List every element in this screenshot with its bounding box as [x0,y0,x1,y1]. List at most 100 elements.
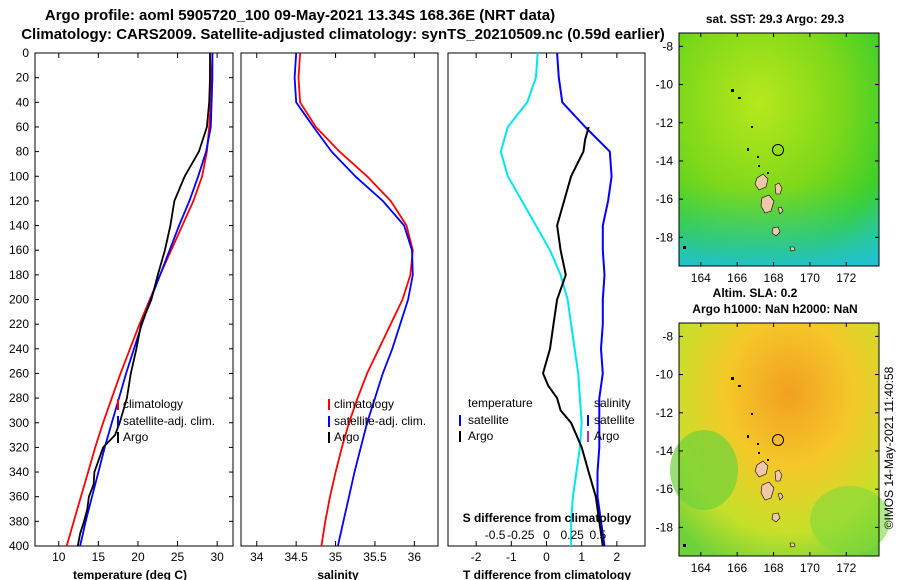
map-x-tick-label: 168 [764,561,784,575]
sla-map-frame [678,322,880,557]
y-tick-label: 260 [9,366,29,380]
legend-climatology-label: climatology [334,397,394,411]
difference-legend: temperature satellite Argo salinity sate… [459,396,635,443]
map-y-tick-label: -12 [656,116,674,130]
small-islets [683,377,769,547]
figure-title-line1: Argo profile: aoml 5905720_100 09-May-20… [45,7,555,24]
x2-tick-label: 0 [543,528,550,542]
figure-title-line2: Climatology: CARS2009. Satellite-adjuste… [21,26,665,43]
x-tick-label: 35 [329,550,343,564]
x2-tick-label: 0.5 [590,528,607,542]
series-line-s-argo-diff [499,52,583,546]
salinity-xlabel: salinity [317,568,359,580]
island-shapes [754,460,796,548]
sst-field-shade [679,33,879,266]
x-tick-label: -2 [471,550,482,564]
argo-location-marker [772,144,784,156]
sla-map: Altim. SLA: 0.2 Argo h1000: NaN h2000: N… [656,286,890,575]
sla-low-region [810,486,890,554]
sla-low-region [670,430,738,510]
series-line-satellite-adj-clim- [293,52,414,547]
x-tick-label: 34 [250,550,264,564]
small-islets [683,89,769,249]
imos-credit: ©IMOS 14-May-2021 11:40:58 [882,366,896,529]
y-tick-label: 240 [9,342,29,356]
map-y-tick-label: -10 [656,78,674,92]
y-tick-label: 0 [22,46,29,60]
x-tick-label: 2 [614,550,621,564]
y-tick-label: 400 [9,539,29,553]
y-tick-label: 180 [9,268,29,282]
map-x-tick-label: 170 [800,561,820,575]
map-x-tick-label: 168 [764,271,784,285]
map-y-tick-label: -12 [656,406,674,420]
x-tick-label: 1 [578,550,585,564]
difference-axes-frame [447,52,646,547]
map-y-tick-label: -18 [656,520,674,534]
x-tick-label: 35.5 [363,550,387,564]
legend-satellite-label: satellite-adj. clim. [334,414,426,428]
x-tick-label: 10 [52,550,66,564]
difference-panel: -2 -1 0 1 2 S difference from climatology -0… [447,52,646,580]
map-x-tick-label: 164 [691,271,711,285]
legend-salinity-title: salinity [594,396,631,410]
map-y-tick-label: -14 [656,154,674,168]
legend-t-argo-label: Argo [468,429,494,443]
map-y-tick-label: -14 [656,444,674,458]
sst-map-title: sat. SST: 29.3 Argo: 29.3 [706,12,845,26]
map-y-tick-label: -16 [656,482,674,496]
legend-argo-label: Argo [334,430,360,444]
map-x-tick-label: 164 [691,561,711,575]
y-tick-label: 340 [9,465,29,479]
map-y-tick-label: -16 [656,192,674,206]
map-y-tick-label: -18 [656,230,674,244]
map-x-tick-label: 172 [836,561,856,575]
y-tick-label: 80 [16,145,30,159]
legend-s-satellite-label: satellite [594,413,635,427]
y-tick-label: 20 [16,71,30,85]
y-tick-label: 40 [16,95,30,109]
legend-t-satellite-label: satellite [468,413,509,427]
salinity-axes-frame [240,52,439,547]
x-tick-label: 0 [543,550,550,564]
s-difference-xlabel: S difference from climatology [463,511,632,525]
x-tick-label: 20 [131,550,145,564]
island-shapes [754,173,796,252]
x-tick-label: 34.5 [284,550,308,564]
sla-map-title-line2: Argo h1000: NaN h2000: NaN [692,302,857,316]
map-y-tick-label: -8 [662,39,673,53]
y-tick-label: 160 [9,243,29,257]
sst-map: sat. SST: 29.3 Argo: 29.3 164 166 168 170 17… [656,12,880,285]
y-tick-label: 380 [9,514,29,528]
x2-tick-label: -0.5 [485,528,506,542]
y-tick-label: 360 [9,490,29,504]
x-tick-label: 36 [408,550,422,564]
salinity-panel: 34 34.5 35 35.5 36 salinity climatology sate… [240,52,439,580]
legend-temperature-title: temperature [468,396,533,410]
y-tick-label: 60 [16,120,30,134]
x-tick-label: 15 [92,550,106,564]
temperature-legend: climatology satellite-adj. clim. Argo [117,397,215,444]
x-tick-label: -1 [506,550,517,564]
series-line-climatology [297,52,414,547]
map-x-tick-label: 166 [727,271,747,285]
x-tick-label: 30 [210,550,224,564]
legend-argo-label: Argo [123,430,149,444]
y-tick-label: 120 [9,194,29,208]
temperature-panel: 0204060801001201401601802002202402602803… [9,46,645,580]
temperature-xlabel: temperature (deg C) [73,568,187,580]
y-tick-label: 100 [9,169,29,183]
y-tick-label: 300 [9,416,29,430]
legend-satellite-label: satellite-adj. clim. [123,414,215,428]
sst-map-frame [678,32,880,267]
legend-climatology-label: climatology [123,397,183,411]
temperature-axes-frame [34,52,234,547]
series-line-t-satellite [556,52,613,547]
series-line-t-argo-diff [542,126,604,547]
map-y-tick-label: -10 [656,368,674,382]
argo-location-marker [772,434,784,446]
salinity-legend: climatology satellite-adj. clim. Argo [328,397,426,444]
t-difference-xlabel: T difference from climatology [463,568,631,580]
x-tick-label: 25 [171,550,185,564]
